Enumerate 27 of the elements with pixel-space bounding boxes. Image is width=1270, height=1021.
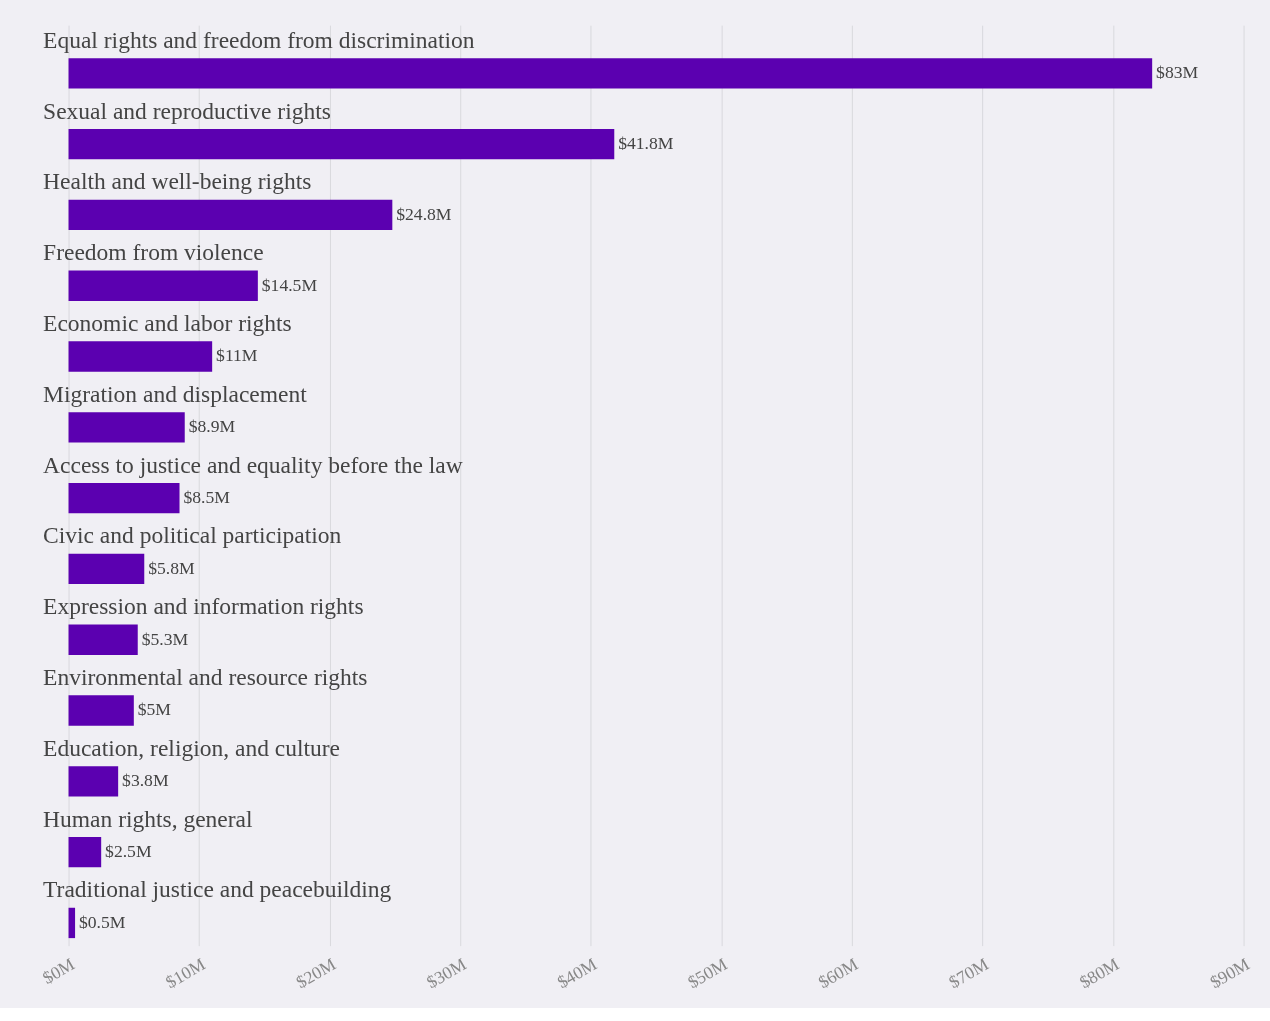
data-label: $2.5M <box>105 841 152 862</box>
data-label: $5.3M <box>141 628 189 649</box>
y-tick-label: Freedom from violence <box>43 239 264 266</box>
data-label: $83M <box>1156 62 1199 83</box>
y-tick-label: Environmental and resource rights <box>43 664 368 691</box>
y-tick-label: Expression and information rights <box>43 593 364 620</box>
data-label: $14.5M <box>261 274 318 295</box>
data-label: $5M <box>137 699 172 720</box>
data-label: $11M <box>216 345 258 366</box>
y-tick-label: Sexual and reproductive rights <box>43 97 331 124</box>
y-tick-label: Health and well-being rights <box>43 168 312 195</box>
y-tick-label: Education, religion, and culture <box>43 734 341 761</box>
data-label: $0.5M <box>78 911 126 932</box>
data-label: $3.8M <box>122 770 169 791</box>
y-tick-label: Traditional justice and peacebuilding <box>43 876 392 903</box>
data-label: $5.8M <box>148 557 195 578</box>
data-label: $41.8M <box>618 133 674 154</box>
y-tick-label: Civic and political participation <box>43 522 342 549</box>
data-label: $24.8M <box>396 203 452 224</box>
y-tick-label: Equal rights and freedom from discrimination <box>43 26 475 53</box>
y-tick-label: Economic and labor rights <box>43 310 292 337</box>
data-label: $8.5M <box>183 487 231 508</box>
x-tick-label: $0M <box>39 953 79 988</box>
y-tick-label: Migration and displacement <box>43 380 308 407</box>
y-tick-label: Access to justice and equality before the law <box>43 451 463 478</box>
data-label: $8.9M <box>188 416 236 437</box>
y-tick-label: Human rights, general <box>43 805 254 832</box>
